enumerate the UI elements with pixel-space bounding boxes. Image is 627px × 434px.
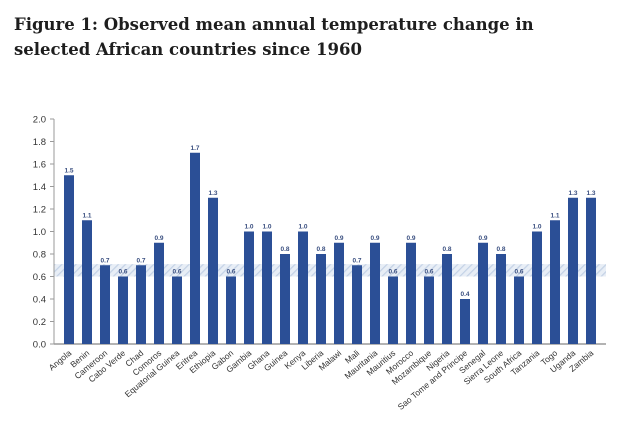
bar-zambia: [586, 197, 596, 344]
data-label: 1.0: [244, 224, 253, 231]
data-label: 0.6: [514, 269, 523, 276]
bar-angola: [64, 175, 74, 344]
data-label: 1.5: [64, 167, 73, 174]
data-label: 0.8: [496, 246, 505, 253]
data-label: 0.8: [442, 246, 451, 253]
y-tick-label: 0.2: [33, 317, 46, 328]
y-tick-label: 0.4: [33, 295, 46, 306]
bar-morocco: [406, 242, 416, 344]
bar-malawi: [334, 242, 344, 344]
bar-nigeria: [442, 254, 452, 344]
y-tick-label: 1.4: [33, 182, 46, 193]
bar-tanzania: [532, 231, 542, 344]
bar-liberia: [316, 254, 326, 344]
data-label: 0.8: [280, 246, 289, 253]
y-tick-label: 1.2: [33, 205, 46, 216]
data-label: 1.0: [262, 224, 271, 231]
bar-ethiopia: [208, 197, 218, 344]
chart-title: Figure 1: Observed mean annual temperatu…: [14, 15, 534, 59]
bar-togo: [550, 220, 560, 344]
data-label: 0.6: [118, 269, 127, 276]
bar-benin: [82, 220, 92, 344]
bar-uganda: [568, 197, 578, 344]
bar-gambia: [244, 231, 254, 344]
bar-senegal: [478, 242, 488, 344]
data-label: 0.7: [352, 257, 361, 264]
data-label: 1.3: [568, 190, 577, 197]
y-tick-label: 1.0: [33, 227, 46, 238]
bar-cabo-verde: [118, 276, 128, 344]
bar-equatorial-guinea: [172, 276, 182, 344]
data-label: 0.9: [478, 235, 487, 242]
bar-mozambique: [424, 276, 434, 344]
data-label: 0.9: [406, 235, 415, 242]
data-label: 1.7: [190, 145, 199, 152]
bar-mauritania: [370, 242, 380, 344]
data-label: 0.6: [424, 269, 433, 276]
bar-cameroon: [100, 265, 110, 344]
y-tick-label: 0.6: [33, 272, 46, 283]
bar-sierra-leone: [496, 254, 506, 344]
data-label: 0.6: [388, 269, 397, 276]
bar-comoros: [154, 242, 164, 344]
data-label: 0.6: [172, 269, 181, 276]
bar-gabon: [226, 276, 236, 344]
data-label: 1.0: [298, 224, 307, 231]
data-label: 0.6: [226, 269, 235, 276]
y-tick-label: 1.8: [33, 137, 46, 148]
data-label: 1.3: [208, 190, 217, 197]
data-label: 0.7: [136, 257, 145, 264]
data-label: 1.1: [82, 212, 91, 219]
y-tick-label: 0.8: [33, 250, 46, 261]
bar-chad: [136, 265, 146, 344]
data-label: 0.9: [370, 235, 379, 242]
bar-ghana: [262, 231, 272, 344]
bar-south-africa: [514, 276, 524, 344]
data-label: 0.9: [334, 235, 343, 242]
bar-guinea: [280, 254, 290, 344]
y-tick-label: 2.0: [33, 115, 46, 126]
data-label: 0.4: [460, 291, 469, 298]
bar-mauritius: [388, 276, 398, 344]
bar-sao-tome-and-principe: [460, 299, 470, 344]
bar-kenya: [298, 231, 308, 344]
y-tick-label: 1.6: [33, 160, 46, 171]
data-label: 1.0: [532, 224, 541, 231]
data-label: 1.3: [586, 190, 595, 197]
y-tick-label: 0.0: [33, 340, 46, 351]
data-label: 0.8: [316, 246, 325, 253]
data-label: 0.7: [100, 257, 109, 264]
data-label: 0.9: [154, 235, 163, 242]
data-label: 1.1: [550, 212, 559, 219]
bar-mali: [352, 265, 362, 344]
bar-eritrea: [190, 152, 200, 344]
